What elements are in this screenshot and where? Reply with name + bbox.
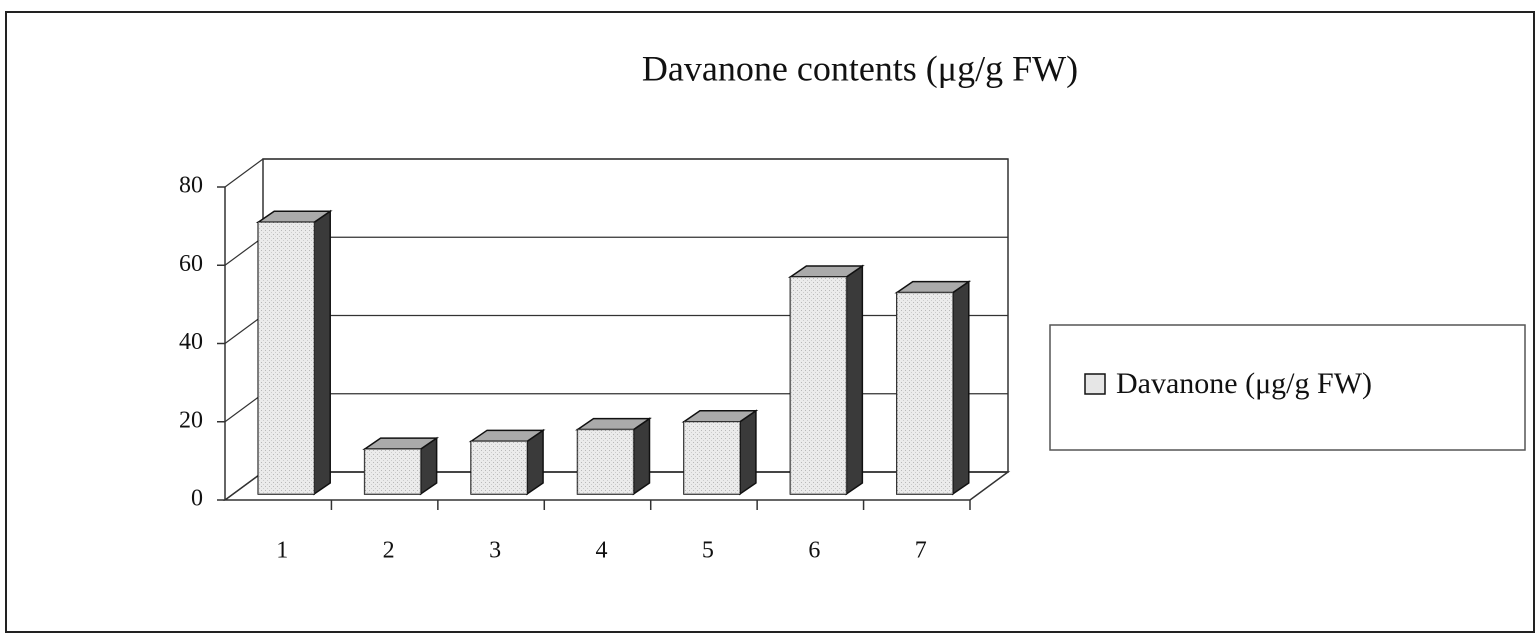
y-tick-label: 60 [179, 251, 203, 277]
bar-texture [577, 429, 634, 494]
bar [575, 417, 652, 496]
grid-line [224, 236, 264, 266]
x-tick-label: 2 [383, 538, 395, 564]
bar-side [739, 409, 757, 496]
bar-side [313, 209, 331, 496]
bar-side [845, 264, 864, 496]
legend-label: Davanone (μg/g FW) [1116, 367, 1372, 400]
x-tick-label: 7 [915, 538, 927, 564]
bar-texture [364, 449, 421, 494]
frame [5, 11, 1535, 633]
grid-line [224, 471, 264, 501]
grid-line [224, 315, 264, 344]
y-tick-label: 40 [179, 329, 203, 355]
bar [362, 436, 440, 496]
x-tick-label: 1 [276, 538, 288, 564]
x-tick-label: 6 [808, 538, 820, 564]
bar-texture [683, 421, 740, 494]
bar [894, 280, 972, 496]
bar-texture [896, 292, 953, 494]
bar-side [952, 280, 970, 496]
y-tick-label: 0 [191, 486, 203, 512]
y-tick-label: 20 [179, 407, 203, 433]
y-tick-label: 80 [179, 173, 203, 199]
bar [255, 209, 333, 496]
bar [468, 428, 546, 496]
bar [681, 409, 759, 496]
grid-line [224, 393, 264, 423]
legend-swatch [1084, 373, 1106, 395]
bar-texture [471, 441, 528, 494]
grid-line [224, 158, 264, 188]
x-tick-label: 3 [489, 538, 501, 564]
bar-texture [258, 222, 315, 494]
x-tick-label: 4 [596, 538, 608, 564]
legend-box [1049, 324, 1526, 451]
bar-side [632, 417, 651, 496]
chart-title: Davanone contents (μg/g FW) [642, 48, 1078, 88]
x-tick-label: 5 [702, 538, 714, 564]
bar [787, 264, 865, 496]
bar-texture [790, 276, 847, 494]
